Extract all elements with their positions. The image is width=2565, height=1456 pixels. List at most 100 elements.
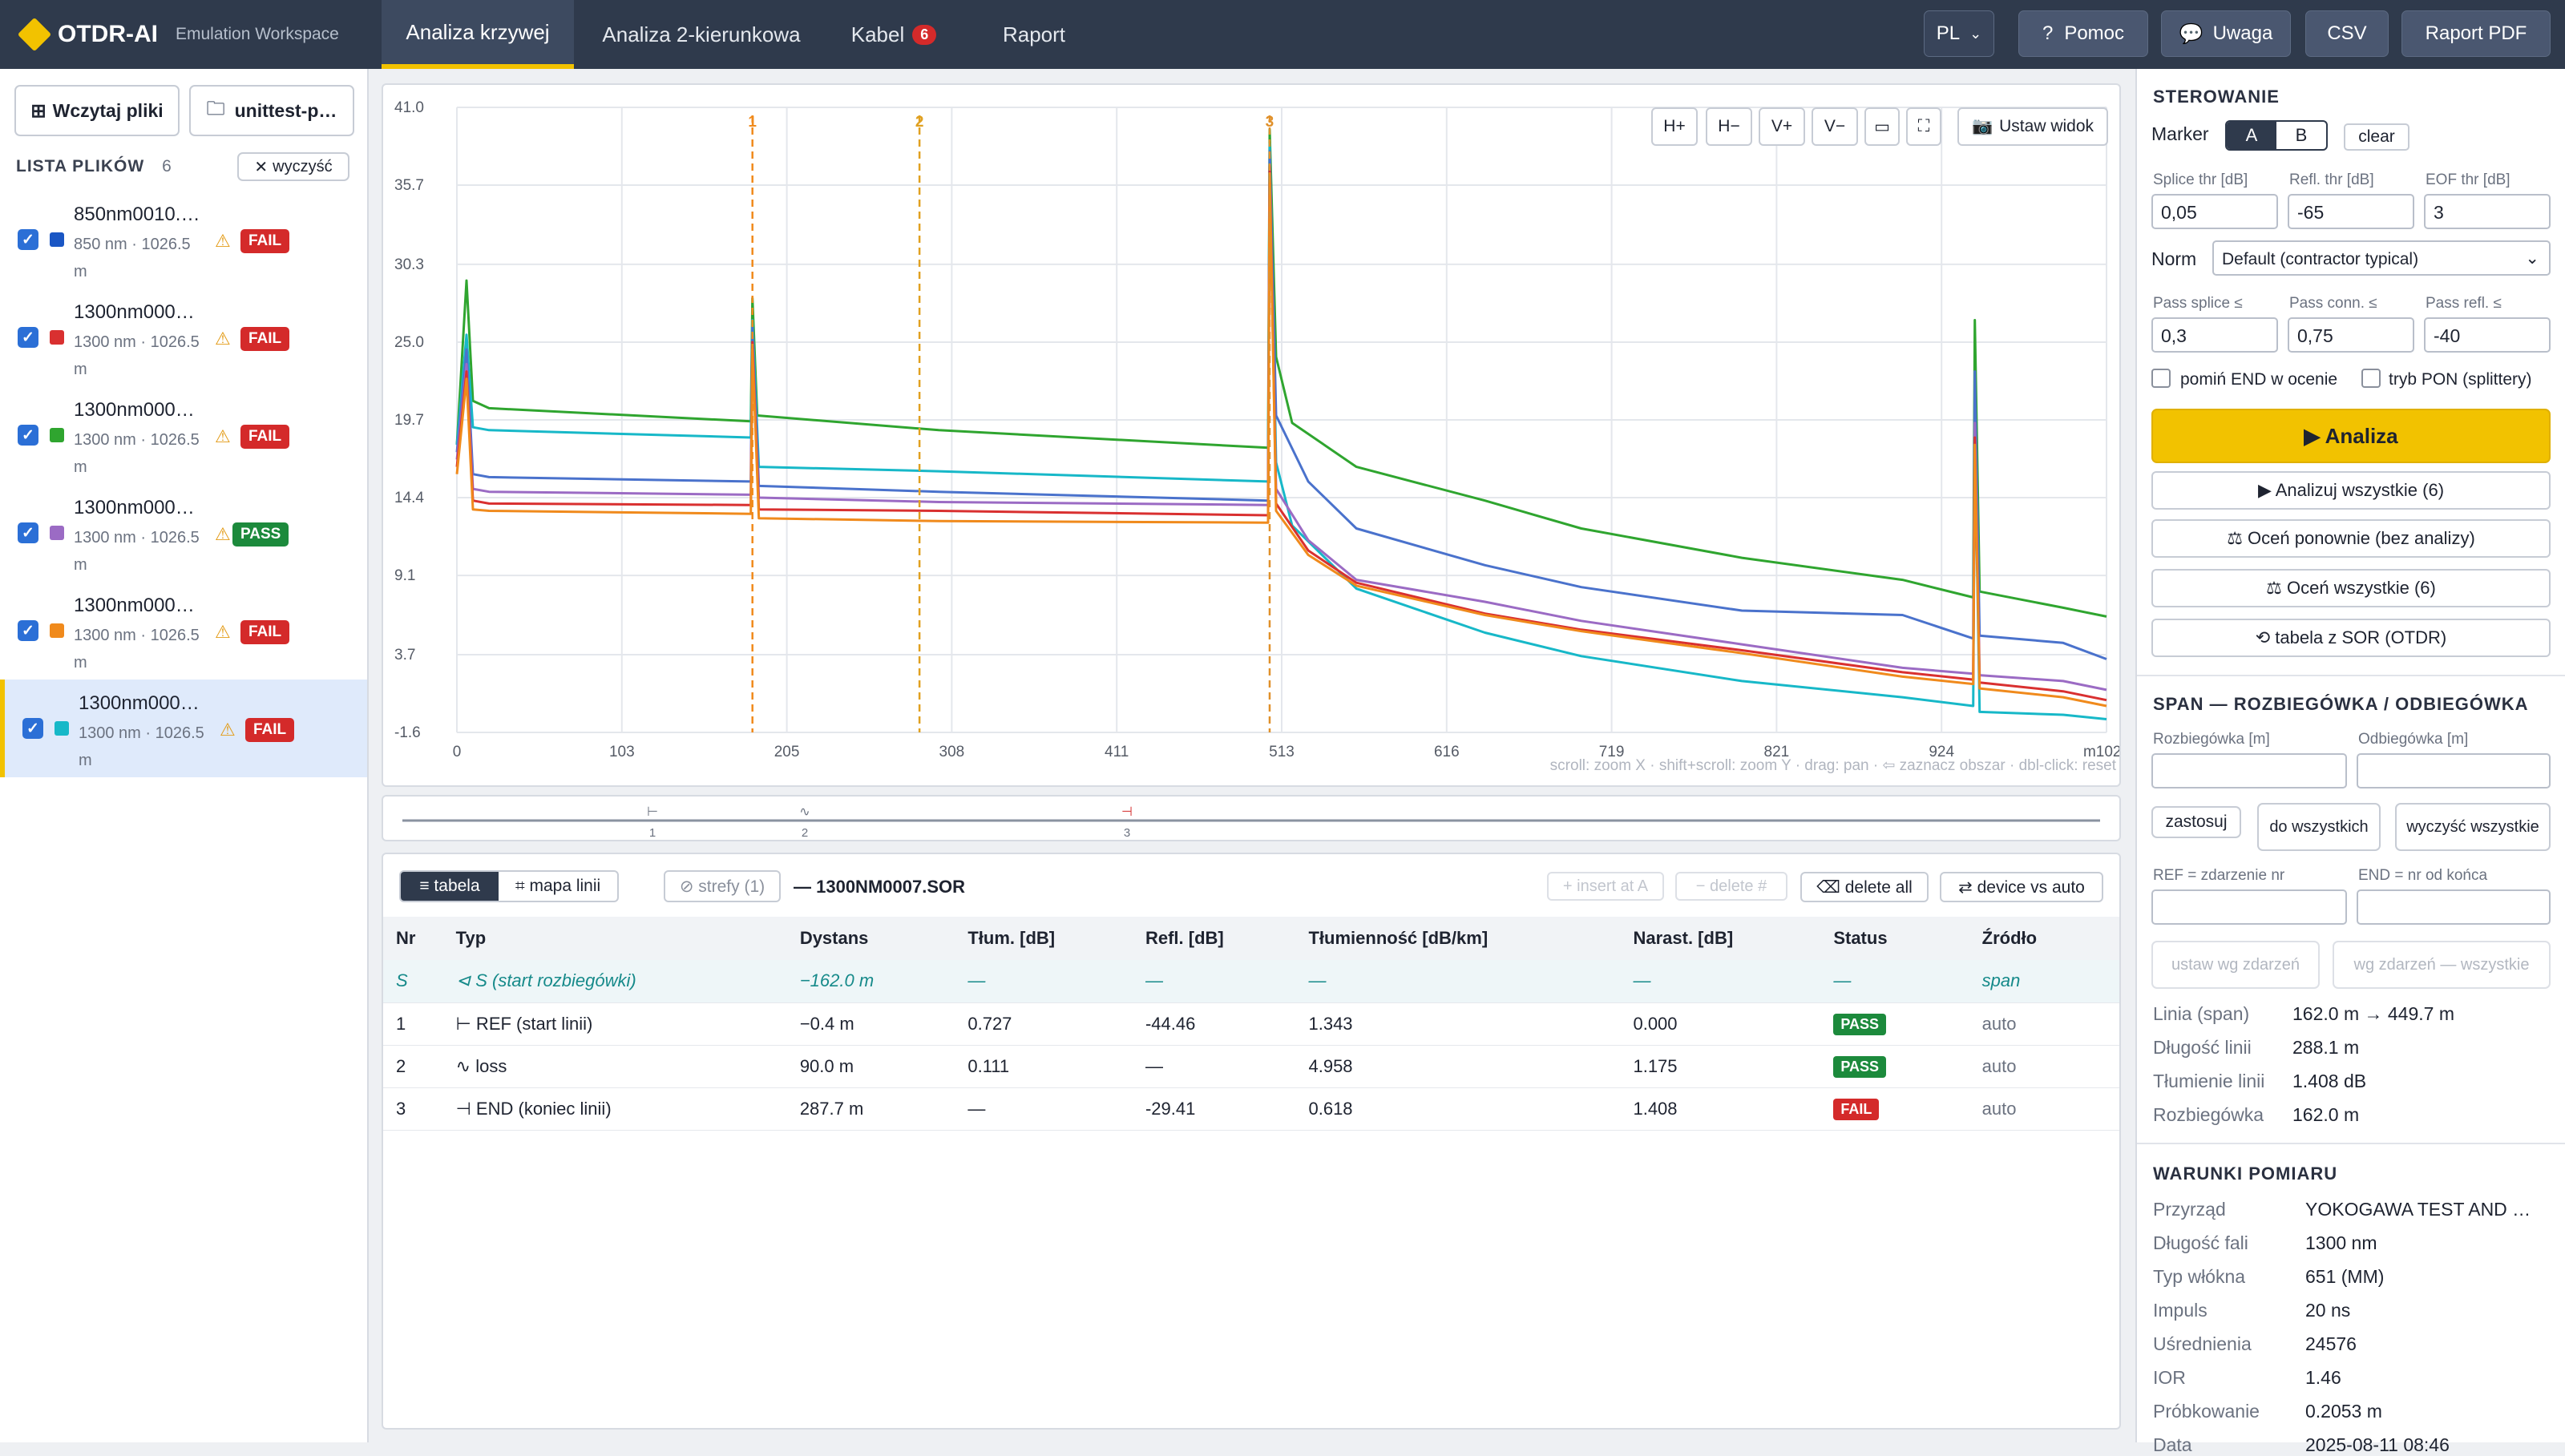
column-header[interactable]: Źródło: [1981, 928, 2038, 948]
delete-all-button[interactable]: ⌫ delete all: [1800, 872, 1929, 902]
file-name: 1300nm000…: [79, 692, 200, 714]
refl-threshold-input[interactable]: -65: [2288, 194, 2414, 229]
column-header[interactable]: Refl. [dB]: [1145, 928, 1224, 948]
overview-strip[interactable]: ⊢ 1 ∿ 2 ⊣ 3: [382, 795, 2121, 841]
feedback-button[interactable]: 💬 Uwaga: [2161, 10, 2291, 57]
column-header[interactable]: Tłum. [dB]: [967, 928, 1056, 948]
span-stat-label: Linia (span): [2153, 1003, 2250, 1024]
set-view-label: Ustaw widok: [1999, 117, 2094, 135]
reevaluate-button[interactable]: ⚖ Oceń ponownie (bez analizy): [2151, 519, 2551, 558]
tab-bidirectional[interactable]: Analiza 2-kierunkowa: [585, 0, 818, 69]
table-row[interactable]: 2 ∿ loss 90.0 m 0.111 — 4.958 1.175 PASS auto: [383, 1045, 2119, 1087]
clear-all-span-button[interactable]: wyczyść wszystkie: [2395, 803, 2551, 851]
column-header[interactable]: Nr: [396, 928, 416, 948]
app-logo[interactable]: OTDR-AI Emulation Workspace: [16, 16, 339, 53]
file-meta: 850 nm · 1026.5 m: [74, 236, 191, 280]
marker-b-button[interactable]: B: [2295, 125, 2308, 145]
conditions-title: WARUNKI POMIARU: [2153, 1164, 2338, 1184]
otdr-trace-chart[interactable]: 41.0 35.7 30.3 25.0 19.7 14.4 9.1 3.7 -1.6 0 103 20…: [383, 85, 2119, 785]
table-row[interactable]: 1 ⊢ REF (start linii) −0.4 m 0.727 -44.46 1.3…: [383, 1002, 2119, 1045]
file-checkbox[interactable]: ✓: [18, 522, 38, 543]
overview-event-label: 1: [649, 826, 656, 840]
line-map-button[interactable]: ⌗ mapa linii: [515, 877, 601, 895]
delete-event-button[interactable]: − delete #: [1675, 872, 1787, 901]
insert-event-button[interactable]: + insert at A: [1547, 872, 1664, 901]
marker-a-button[interactable]: A: [2227, 122, 2276, 149]
tail-input[interactable]: [2357, 753, 2551, 788]
language-select[interactable]: PL ⌄: [1924, 10, 1994, 57]
norm-select[interactable]: Default (contractor typical) ⌄: [2212, 240, 2551, 276]
table-cell: PASS: [1833, 1045, 1981, 1087]
chart-tool-button[interactable]: V−: [1812, 107, 1858, 146]
set-view-button[interactable]: 📷 Ustaw widok: [1957, 107, 2108, 146]
chart-tool-button[interactable]: H+: [1651, 107, 1698, 146]
table-row[interactable]: S ⊲ S (start rozbiegówki) −162.0 m — — — — — spa…: [383, 960, 2119, 1002]
file-meta: 1300 nm · 1026.5 m: [74, 529, 200, 574]
file-list-item[interactable]: ✓ 1300nm000… 1300 nm · 1026.5 m ⚠ FAIL: [0, 386, 367, 484]
y-tick-label: 19.7: [394, 412, 424, 429]
table-cell: 0.000: [1633, 1013, 1678, 1034]
marker-clear-button[interactable]: clear: [2344, 123, 2409, 151]
end-event-input[interactable]: [2357, 889, 2551, 925]
series-color-swatch: [50, 330, 64, 345]
load-files-button[interactable]: ⊞ Wczytaj pliki: [14, 85, 180, 136]
chart-tool-button[interactable]: ▭: [1864, 107, 1900, 146]
skip-end-checkbox[interactable]: [2151, 369, 2171, 388]
x-tick-label: 411: [1105, 744, 1129, 760]
help-button[interactable]: ? Pomoc: [2018, 10, 2148, 57]
splice-threshold-input[interactable]: 0,05: [2151, 194, 2278, 229]
file-list-item[interactable]: ✓ 1300nm000… 1300 nm · 1026.5 m ⚠ FAIL: [0, 288, 367, 386]
analyze-all-button[interactable]: ▶ Analizuj wszystkie (6): [2151, 471, 2551, 510]
condition-value: 2025-08-11 08:46: [2305, 1434, 2450, 1455]
table-row[interactable]: 3 ⊣ END (koniec linii) 287.7 m — -29.41 0.618…: [383, 1087, 2119, 1130]
column-header[interactable]: Narast. [dB]: [1633, 928, 1734, 948]
file-list-item[interactable]: ✓ 1300nm000… 1300 nm · 1026.5 m ⚠ PASS: [0, 484, 367, 582]
status-badge: PASS: [1833, 1013, 1886, 1035]
file-checkbox[interactable]: ✓: [18, 229, 38, 250]
pass-refl-input[interactable]: -40: [2424, 317, 2551, 353]
evaluate-all-button[interactable]: ⚖ Oceń wszystkie (6): [2151, 569, 2551, 607]
file-checkbox[interactable]: ✓: [18, 620, 38, 641]
pass-conn-input[interactable]: 0,75: [2288, 317, 2414, 353]
file-list-item[interactable]: ✓ 850nm0010.… 850 nm · 1026.5 m ⚠ FAIL: [0, 191, 367, 288]
tab-cable[interactable]: Kabel 6: [834, 0, 954, 69]
pon-mode-checkbox[interactable]: [2361, 369, 2381, 388]
table-cell: ∿ loss: [455, 1055, 507, 1076]
apply-span-button[interactable]: zastosuj: [2151, 806, 2241, 838]
sor-table-button[interactable]: ⟲ tabela z SOR (OTDR): [2151, 619, 2551, 657]
file-checkbox[interactable]: ✓: [18, 425, 38, 446]
file-checkbox[interactable]: ✓: [18, 327, 38, 348]
pass-splice-input[interactable]: 0,3: [2151, 317, 2278, 353]
chart-tool-button[interactable]: ⛶: [1906, 107, 1941, 146]
column-header[interactable]: Status: [1833, 928, 1888, 948]
set-by-events-all-button[interactable]: wg zdarzeń — wszystkie: [2333, 941, 2551, 989]
file-list-item[interactable]: ✓ 1300nm000… 1300 nm · 1026.5 m ⚠ FAIL: [0, 680, 367, 777]
apply-all-span-button[interactable]: do wszystkich: [2257, 803, 2381, 851]
analyze-button[interactable]: ▶ Analiza: [2151, 409, 2551, 463]
pdf-report-button[interactable]: Raport PDF: [2401, 10, 2551, 57]
file-name: 1300nm000…: [74, 497, 195, 518]
clear-list-button[interactable]: ✕ wyczyść: [237, 152, 349, 181]
x-tick-label: 719: [1599, 744, 1625, 760]
chart-tool-button[interactable]: H−: [1706, 107, 1752, 146]
table-view-button[interactable]: ≡ tabela: [401, 872, 499, 901]
language-value: PL: [1936, 22, 1961, 44]
column-header[interactable]: Tłumienność [dB/km]: [1308, 928, 1489, 948]
column-header[interactable]: Dystans: [799, 928, 869, 948]
device-vs-auto-button[interactable]: ⇄ device vs auto: [1940, 872, 2103, 902]
folder-button[interactable]: 🗀 unittest-p…: [189, 85, 354, 136]
zones-button[interactable]: ⊘ strefy (1): [664, 870, 781, 902]
csv-export-button[interactable]: CSV: [2305, 10, 2389, 57]
table-cell: 0.111: [967, 1055, 1010, 1076]
file-sidebar: ⊞ Wczytaj pliki 🗀 unittest-p… LISTA PLIKÓW…: [0, 69, 369, 1442]
launch-input[interactable]: [2151, 753, 2347, 788]
tab-report[interactable]: Raport: [978, 0, 1090, 69]
column-header[interactable]: Typ: [455, 928, 487, 948]
set-by-events-button[interactable]: ustaw wg zdarzeń: [2151, 941, 2320, 989]
file-list-item[interactable]: ✓ 1300nm000… 1300 nm · 1026.5 m ⚠ FAIL: [0, 582, 367, 680]
eof-threshold-input[interactable]: 3: [2424, 194, 2551, 229]
tab-curve-analysis[interactable]: Analiza krzywej: [382, 0, 574, 69]
file-checkbox[interactable]: ✓: [22, 718, 43, 739]
chart-tool-button[interactable]: V+: [1759, 107, 1805, 146]
ref-event-input[interactable]: [2151, 889, 2347, 925]
